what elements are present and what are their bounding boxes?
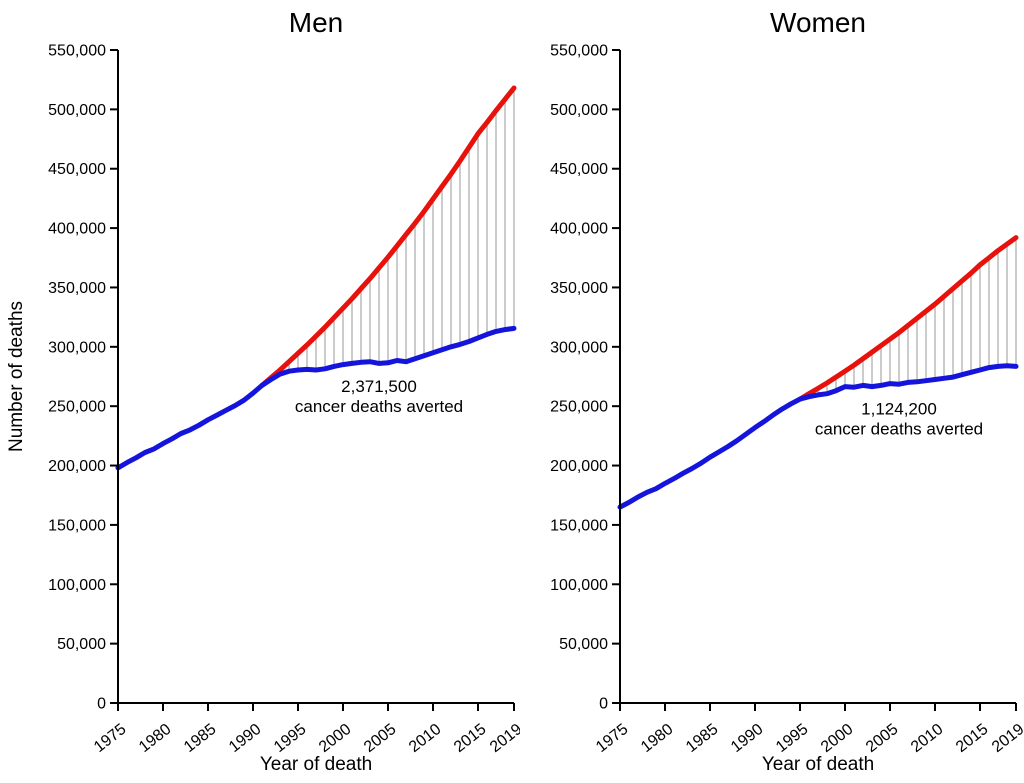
svg-text:1990: 1990 [226, 721, 265, 756]
svg-text:200,000: 200,000 [48, 458, 106, 475]
svg-text:400,000: 400,000 [48, 221, 106, 238]
svg-text:0: 0 [97, 696, 106, 713]
y-axis-label: Number of deaths [6, 301, 27, 452]
svg-text:1995: 1995 [773, 721, 812, 756]
svg-text:50,000: 50,000 [559, 636, 608, 653]
svg-text:2005: 2005 [361, 721, 400, 756]
women-chart: 0 50,000 100,000 150,000 200,000 250,000 300,0… [550, 7, 1024, 775]
svg-text:2010: 2010 [406, 721, 445, 756]
svg-text:250,000: 250,000 [48, 399, 106, 416]
svg-text:2010: 2010 [908, 721, 947, 756]
averted-hatch-lines [279, 88, 515, 375]
y-tick-labels: 0 50,000 100,000 150,000 200,000 250,000 300,0… [48, 43, 106, 713]
svg-text:1975: 1975 [91, 721, 130, 756]
svg-text:1980: 1980 [136, 721, 175, 756]
svg-text:1975: 1975 [593, 721, 632, 756]
svg-text:450,000: 450,000 [550, 161, 608, 178]
men-panel: 0 50,000 100,000 150,000 200,000 250,000 300,0… [6, 7, 520, 775]
averted-caption-text: cancer deaths averted [295, 397, 463, 416]
svg-text:2019: 2019 [989, 721, 1024, 756]
svg-text:350,000: 350,000 [48, 280, 106, 297]
observed-deaths-line [115, 325, 517, 471]
svg-text:2000: 2000 [316, 721, 355, 756]
svg-text:150,000: 150,000 [48, 517, 106, 534]
svg-text:550,000: 550,000 [550, 43, 608, 60]
svg-text:100,000: 100,000 [48, 577, 106, 594]
panel-title: Women [770, 7, 866, 38]
observed-deaths-line [617, 363, 1019, 510]
x-axis-label: Year of death [762, 754, 874, 775]
women-panel: 0 50,000 100,000 150,000 200,000 250,000 300,0… [520, 0, 1024, 783]
svg-text:2015: 2015 [451, 721, 490, 756]
axes [612, 49, 1017, 711]
svg-text:250,000: 250,000 [550, 399, 608, 416]
svg-text:550,000: 550,000 [48, 43, 106, 60]
svg-text:350,000: 350,000 [550, 280, 608, 297]
averted-count-text: 1,124,200 [861, 399, 937, 418]
svg-text:100,000: 100,000 [550, 577, 608, 594]
svg-text:400,000: 400,000 [550, 221, 608, 238]
svg-text:2019: 2019 [487, 721, 520, 756]
panel-title: Men [289, 7, 343, 38]
svg-text:1995: 1995 [271, 721, 310, 756]
averted-hatch-lines [817, 237, 1017, 395]
svg-text:1985: 1985 [683, 721, 722, 756]
svg-text:150,000: 150,000 [550, 517, 608, 534]
axes [110, 49, 515, 711]
y-tick-labels: 0 50,000 100,000 150,000 200,000 250,000 300,0… [550, 43, 608, 713]
svg-text:1980: 1980 [638, 721, 677, 756]
expected-deaths-line [259, 85, 517, 388]
svg-text:500,000: 500,000 [550, 102, 608, 119]
svg-text:450,000: 450,000 [48, 161, 106, 178]
svg-text:0: 0 [599, 696, 608, 713]
expected-deaths-line [797, 235, 1019, 402]
svg-text:2015: 2015 [953, 721, 992, 756]
averted-caption-text: cancer deaths averted [815, 419, 983, 438]
svg-text:300,000: 300,000 [550, 339, 608, 356]
svg-text:50,000: 50,000 [57, 636, 106, 653]
averted-count-text: 2,371,500 [341, 377, 417, 396]
svg-text:1985: 1985 [181, 721, 220, 756]
svg-text:2005: 2005 [863, 721, 902, 756]
svg-text:500,000: 500,000 [48, 102, 106, 119]
svg-text:300,000: 300,000 [48, 339, 106, 356]
men-chart: 0 50,000 100,000 150,000 200,000 250,000 300,0… [6, 7, 520, 775]
x-axis-label: Year of death [260, 754, 372, 775]
svg-text:2000: 2000 [818, 721, 857, 756]
svg-text:1990: 1990 [728, 721, 767, 756]
svg-text:200,000: 200,000 [550, 458, 608, 475]
